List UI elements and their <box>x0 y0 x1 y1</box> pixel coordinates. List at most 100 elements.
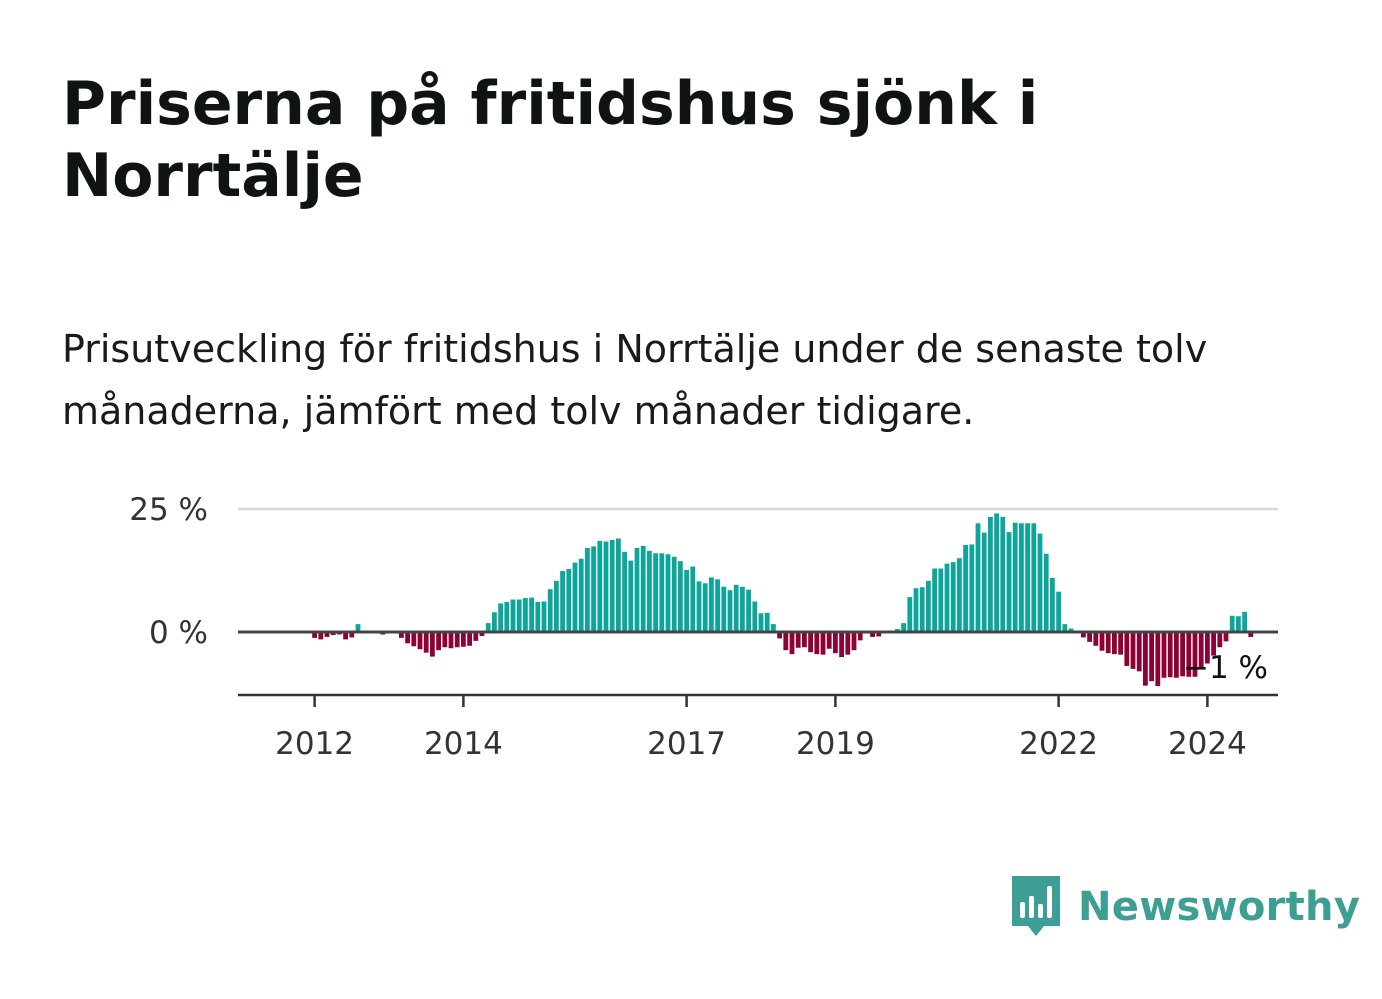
bar <box>659 553 665 632</box>
bar <box>324 632 330 637</box>
bar <box>622 551 627 632</box>
bar <box>944 563 950 632</box>
bar <box>1143 632 1148 686</box>
bar <box>603 541 609 632</box>
bar <box>802 632 807 648</box>
bar <box>609 540 615 632</box>
bar <box>504 601 510 632</box>
bar <box>690 566 696 632</box>
bar <box>789 632 795 655</box>
bar <box>839 632 844 658</box>
bar <box>1236 616 1241 632</box>
bar <box>405 632 410 644</box>
bar <box>1105 632 1111 654</box>
bar <box>926 580 931 632</box>
bar <box>572 562 578 632</box>
bar <box>1130 632 1136 669</box>
bar <box>1155 632 1161 687</box>
bar <box>1174 632 1179 678</box>
bar <box>442 632 448 648</box>
bar <box>1087 632 1092 642</box>
bar <box>529 597 534 632</box>
bars <box>312 513 1254 687</box>
bar <box>957 558 962 632</box>
bar <box>1180 632 1185 677</box>
bar <box>554 580 559 632</box>
bar <box>950 562 956 632</box>
bar <box>975 523 981 632</box>
bar <box>1068 628 1074 632</box>
bar <box>1223 632 1229 642</box>
bar <box>1248 632 1254 637</box>
bar <box>746 589 751 632</box>
bar <box>919 587 925 632</box>
bar <box>1205 632 1210 664</box>
bar <box>727 590 733 632</box>
chart-subtitle: Prisutveckling för fritidshus i Norrtälj… <box>62 327 1208 433</box>
bar <box>343 632 348 640</box>
bar <box>1217 632 1223 648</box>
bar <box>1118 632 1123 655</box>
bar <box>981 532 987 632</box>
bar <box>634 547 640 632</box>
bar <box>1062 624 1068 632</box>
bar <box>516 599 522 632</box>
bar <box>826 632 832 649</box>
bar <box>696 581 702 632</box>
bar <box>907 597 913 632</box>
bar <box>597 540 603 632</box>
bar <box>616 538 621 632</box>
bar <box>547 589 553 632</box>
bar <box>1056 591 1061 632</box>
end-value-label: −1 % <box>1183 650 1268 686</box>
bar <box>485 623 491 632</box>
bar <box>1211 632 1216 656</box>
bar <box>857 632 863 641</box>
bar <box>969 544 975 632</box>
bar <box>1019 523 1024 632</box>
y-tick-label: 25 % <box>129 492 208 528</box>
bar <box>1037 533 1043 632</box>
labels: 25 % 0 % 2012 2014 2017 2019 2022 2024 −1 % <box>129 492 1268 762</box>
x-tick-label: 2022 <box>1019 726 1098 762</box>
bar <box>709 577 714 632</box>
brand-name: Newsworthy <box>1078 884 1361 930</box>
bar <box>436 632 441 651</box>
bar <box>498 603 503 632</box>
bar <box>417 632 423 650</box>
bar <box>833 632 838 654</box>
bar <box>702 583 708 632</box>
bar <box>1043 553 1049 632</box>
bar <box>1031 523 1037 632</box>
bar <box>461 632 466 647</box>
bar <box>1099 632 1105 651</box>
bar <box>312 632 317 638</box>
bar <box>640 545 646 632</box>
bar <box>492 612 497 632</box>
bar <box>988 516 993 632</box>
bar <box>808 632 813 653</box>
bar <box>1025 523 1030 632</box>
bar <box>647 550 652 632</box>
x-tick-label: 2017 <box>647 726 726 762</box>
chart-title: Priserna på fritidshus sjönk i Norrtälje <box>62 69 1039 211</box>
bar <box>795 632 801 648</box>
bar <box>715 579 720 632</box>
bar <box>1149 632 1154 682</box>
bar <box>1161 632 1167 678</box>
newsworthy-brand[interactable]: Newsworthy <box>1010 874 1360 940</box>
bar <box>560 570 565 632</box>
x-tick-label: 2019 <box>796 726 875 762</box>
bar <box>355 624 361 632</box>
bar <box>752 601 758 632</box>
bar <box>913 588 919 632</box>
bar <box>783 632 789 651</box>
bar <box>467 632 472 646</box>
bar <box>901 623 906 632</box>
bar <box>430 632 435 657</box>
bar <box>665 554 671 632</box>
x-tick-label: 2012 <box>275 726 354 762</box>
bar <box>448 632 454 649</box>
bar <box>1000 516 1006 632</box>
